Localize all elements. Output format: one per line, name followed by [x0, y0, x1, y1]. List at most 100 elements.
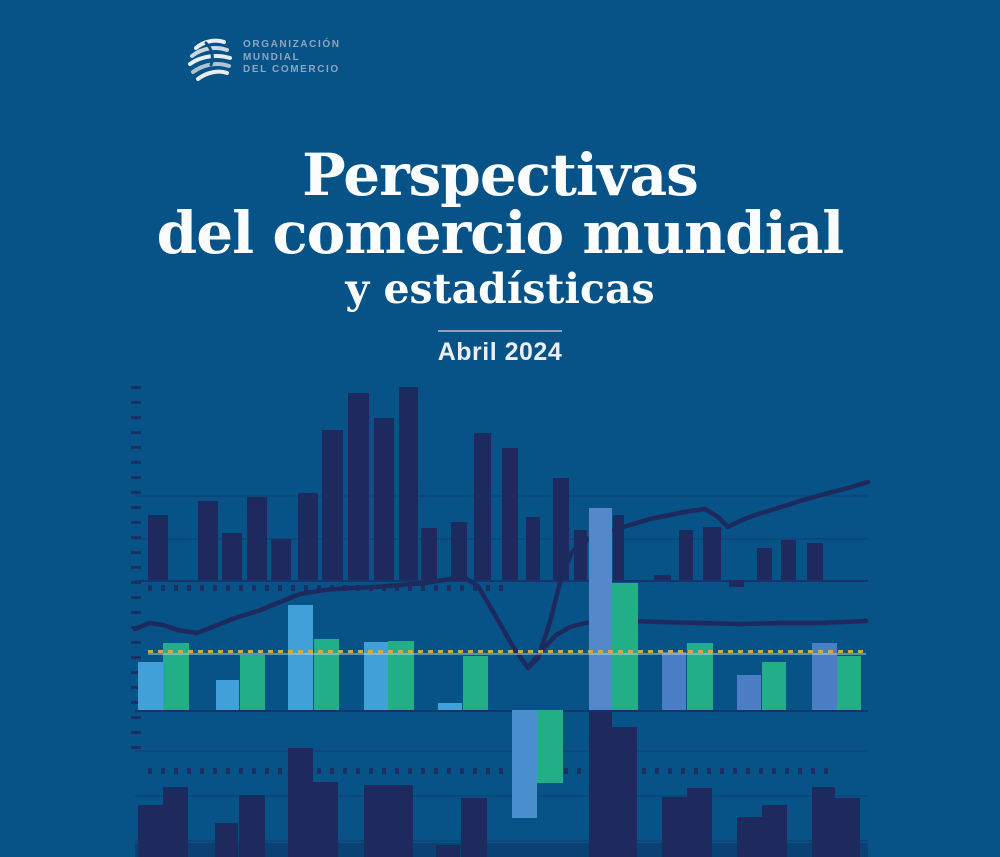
- y-axis-tick: [131, 641, 141, 644]
- y-axis-tick: [131, 566, 141, 569]
- upper-bar: [298, 493, 318, 580]
- y-axis-tick: [131, 386, 141, 389]
- pair-bar-green-negative: [537, 710, 563, 783]
- wto-logo-text: Organización Mundial del Comercio: [243, 39, 341, 77]
- shadow-bar: [436, 845, 460, 857]
- upper-bar: [757, 548, 772, 580]
- pair-bar-blue-negative: [512, 710, 537, 818]
- pair-bar-blue: [589, 508, 612, 710]
- axis-baseline: [135, 710, 868, 712]
- upper-bar: [322, 430, 343, 580]
- y-axis-tick: [131, 506, 141, 509]
- dashed-tick-row: [148, 768, 836, 774]
- shadow-bar: [612, 727, 637, 857]
- upper-bar: [198, 501, 218, 580]
- y-axis-tick: [131, 416, 141, 419]
- shadow-bar: [138, 805, 163, 857]
- pair-bar-green: [240, 655, 265, 710]
- pair-bar-green: [612, 583, 638, 710]
- axis-baseline: [135, 580, 868, 582]
- shadow-bar: [737, 817, 762, 857]
- title-divider: [438, 330, 562, 332]
- y-axis-tick: [131, 701, 141, 704]
- upper-bar: [781, 540, 796, 580]
- upper-bar: [222, 533, 242, 580]
- pair-bar-green: [687, 643, 713, 710]
- y-axis-tick: [131, 401, 141, 404]
- wto-logo: Organización Mundial del Comercio: [186, 33, 341, 83]
- pair-bar-blue: [662, 652, 686, 710]
- shadow-bar: [762, 805, 787, 857]
- pair-bar-green: [837, 656, 861, 710]
- title-line-3: y estadísticas: [345, 265, 655, 313]
- y-axis-tick: [131, 611, 141, 614]
- upper-bar: [148, 515, 168, 580]
- gridline: [135, 495, 868, 497]
- shadow-bar: [662, 797, 687, 857]
- y-axis-tick: [131, 656, 141, 659]
- upper-bar: [399, 387, 418, 580]
- y-axis-tick: [131, 731, 141, 734]
- upper-bar: [474, 433, 491, 580]
- shadow-bar: [687, 788, 712, 857]
- pair-bar-green: [463, 656, 488, 710]
- upper-bar: [271, 539, 291, 580]
- upper-bar: [553, 478, 569, 580]
- pair-bar-blue: [216, 680, 239, 710]
- shadow-bar: [364, 785, 413, 857]
- pair-bar-blue: [138, 662, 163, 710]
- trend-line-1: [132, 479, 871, 671]
- y-axis-tick: [131, 476, 141, 479]
- shadow-bar: [239, 795, 265, 857]
- upper-bar: [679, 530, 693, 580]
- gridline: [135, 538, 868, 540]
- logo-text-line-3: del Comercio: [243, 64, 340, 76]
- upper-bar: [502, 448, 518, 580]
- y-axis-tick: [131, 686, 141, 689]
- upper-bar: [654, 575, 671, 580]
- upper-bar: [374, 418, 394, 580]
- title-line-1: Perspectivas: [302, 141, 699, 209]
- y-axis-tick: [131, 431, 141, 434]
- wto-globe-icon: [188, 38, 232, 81]
- upper-bar: [613, 515, 624, 580]
- upper-bar-negative: [729, 580, 744, 587]
- pair-bar-blue: [364, 642, 388, 710]
- y-axis-tick: [131, 596, 141, 599]
- y-axis-tick: [131, 491, 141, 494]
- pair-bar-blue: [438, 703, 462, 710]
- pair-bar-blue: [812, 643, 837, 710]
- y-axis-tick: [131, 581, 141, 584]
- y-axis-tick: [131, 746, 141, 749]
- logo-text-line-1: Organización: [243, 39, 341, 51]
- shadow-bar: [313, 782, 338, 857]
- edition-date: Abril 2024: [437, 338, 563, 366]
- logo-text-line-2: Mundial: [243, 51, 301, 63]
- pair-bar-blue: [288, 605, 313, 710]
- reference-line-underlay: [148, 653, 866, 655]
- shadow-bar: [288, 748, 313, 857]
- shadow-bar: [835, 798, 860, 857]
- y-axis-tick: [131, 671, 141, 674]
- pair-bar-blue: [737, 675, 761, 710]
- upper-bar: [703, 527, 721, 580]
- y-axis-tick: [131, 446, 141, 449]
- shadow-bar: [461, 798, 487, 857]
- gridline: [135, 840, 868, 842]
- shadow-bar: [163, 787, 188, 857]
- pair-bar-green: [762, 662, 786, 710]
- y-axis-tick: [131, 551, 141, 554]
- shadow-bar: [589, 712, 612, 857]
- y-axis-tick: [131, 536, 141, 539]
- pair-bar-green: [163, 643, 189, 710]
- upper-bar: [451, 522, 467, 580]
- gridline: [135, 795, 868, 797]
- shadow-bar: [215, 823, 238, 857]
- gridline: [135, 750, 868, 752]
- y-axis-tick: [131, 521, 141, 524]
- dashed-reference-line: [148, 650, 866, 653]
- title-line-2: del comercio mundial: [156, 199, 845, 267]
